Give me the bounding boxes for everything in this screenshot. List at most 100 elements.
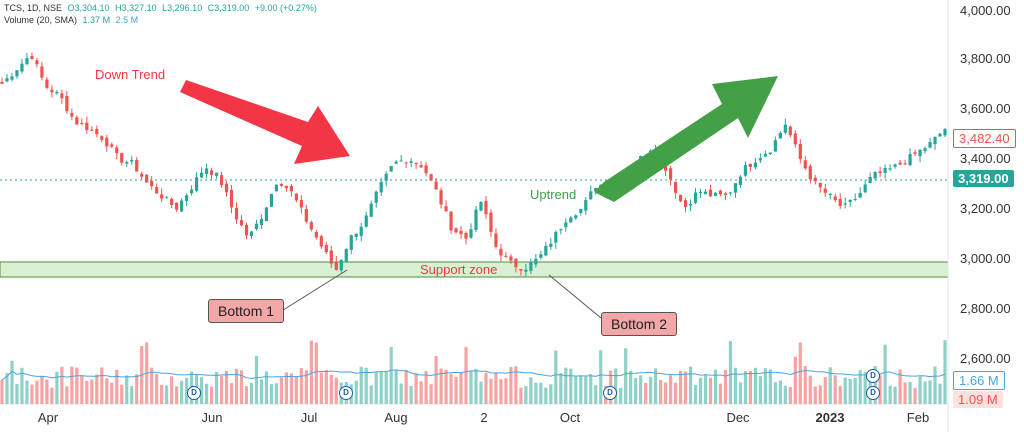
candle-body xyxy=(673,181,678,193)
candle-body xyxy=(259,219,264,226)
volume-bar xyxy=(793,356,797,404)
candle-body xyxy=(888,168,892,170)
candle-body xyxy=(678,194,683,202)
volume-bar xyxy=(35,380,39,404)
volume-bar xyxy=(100,367,104,404)
volume-bar xyxy=(554,350,558,404)
volume-bar xyxy=(464,346,468,404)
candle-body xyxy=(180,200,184,212)
volume-bar xyxy=(693,384,698,404)
candle-body xyxy=(334,262,338,270)
volume-bar xyxy=(409,386,413,404)
legend-volume-sma: 2.5 M xyxy=(115,15,139,25)
volume-tag: 1.09 M xyxy=(953,391,1003,408)
candle-body xyxy=(758,158,762,161)
volume-bar xyxy=(474,368,478,404)
candle-body xyxy=(908,154,912,166)
volume-bar xyxy=(698,377,703,404)
volume-bar xyxy=(165,385,169,404)
candle-body xyxy=(883,168,887,173)
dividend-marker[interactable]: D xyxy=(866,386,880,400)
down-trend-label: Down Trend xyxy=(95,67,166,82)
candle-body xyxy=(594,187,598,191)
candle-body xyxy=(239,220,244,226)
volume-bar xyxy=(45,379,49,404)
candle-body xyxy=(15,70,19,77)
candle-body xyxy=(120,153,124,163)
volume-bar xyxy=(25,380,29,404)
candle-body xyxy=(733,183,738,193)
candle-body xyxy=(933,136,937,145)
volume-bar xyxy=(723,370,728,404)
volume-bar xyxy=(185,377,189,404)
candle-body xyxy=(524,269,528,272)
volume-bar xyxy=(708,377,713,404)
volume-bar xyxy=(883,344,887,404)
volume-bar xyxy=(743,370,748,404)
candle-body xyxy=(823,188,827,193)
volume-bar xyxy=(619,387,623,404)
candle-body xyxy=(893,164,897,167)
volume-bar xyxy=(20,367,24,404)
volume-bar xyxy=(828,367,832,404)
volume-bar xyxy=(823,377,827,404)
volume-bar xyxy=(933,366,937,404)
volume-bar xyxy=(309,340,313,404)
volume-bar xyxy=(304,370,308,404)
candle-body xyxy=(354,233,358,237)
candle-body xyxy=(414,163,418,165)
candle-body xyxy=(419,165,423,168)
volume-bar xyxy=(175,386,179,404)
candle-body xyxy=(459,230,463,235)
volume-bar xyxy=(439,368,443,404)
candle-body xyxy=(55,91,59,94)
dividend-marker[interactable]: D xyxy=(866,369,880,383)
candle-body xyxy=(234,207,239,220)
volume-bar xyxy=(713,369,718,404)
volume-bar xyxy=(259,379,264,404)
candle-body xyxy=(873,171,877,179)
volume-bar xyxy=(873,366,877,404)
candle-body xyxy=(284,185,288,189)
volume-bar xyxy=(264,371,269,404)
volume-bar xyxy=(155,374,159,404)
dividend-marker[interactable]: D xyxy=(339,386,353,400)
volume-bar xyxy=(898,369,902,404)
volume-bar xyxy=(354,380,358,404)
candle-body xyxy=(249,231,254,236)
dividend-marker[interactable]: D xyxy=(187,386,201,400)
volume-bar xyxy=(299,368,303,404)
volume-bar xyxy=(788,386,792,404)
volume-bar xyxy=(150,367,154,404)
time-label-feb: Feb xyxy=(906,410,930,425)
candle-body xyxy=(838,198,842,206)
candle-body xyxy=(728,192,733,194)
candle-body xyxy=(424,165,428,174)
price-tick-3400: 3,400.00 xyxy=(960,151,1011,166)
volume-bar xyxy=(419,381,423,404)
candle-body xyxy=(314,231,318,238)
candle-body xyxy=(539,254,543,258)
candle-body xyxy=(753,162,758,168)
candle-body xyxy=(110,144,114,147)
candle-body xyxy=(40,66,44,78)
volume-bar xyxy=(753,367,758,404)
volume-bar xyxy=(589,374,593,404)
volume-bar xyxy=(768,369,772,404)
candle-body xyxy=(454,228,458,233)
dividend-marker[interactable]: D xyxy=(603,386,617,400)
volume-bar xyxy=(329,374,333,404)
candles xyxy=(0,52,947,277)
current-price-tag: 3,319.00 xyxy=(953,170,1014,187)
uptrend-label: Uptrend xyxy=(530,187,577,202)
volume-bar xyxy=(728,341,733,404)
volume-bar xyxy=(858,370,862,404)
volume-sma-tag: 1.66 M xyxy=(953,371,1005,390)
candle-body xyxy=(474,209,478,230)
candle-body xyxy=(494,233,498,247)
candle-body xyxy=(743,165,748,176)
volume-bar xyxy=(334,377,338,404)
volume-bar xyxy=(878,375,882,404)
candle-body xyxy=(60,93,64,99)
